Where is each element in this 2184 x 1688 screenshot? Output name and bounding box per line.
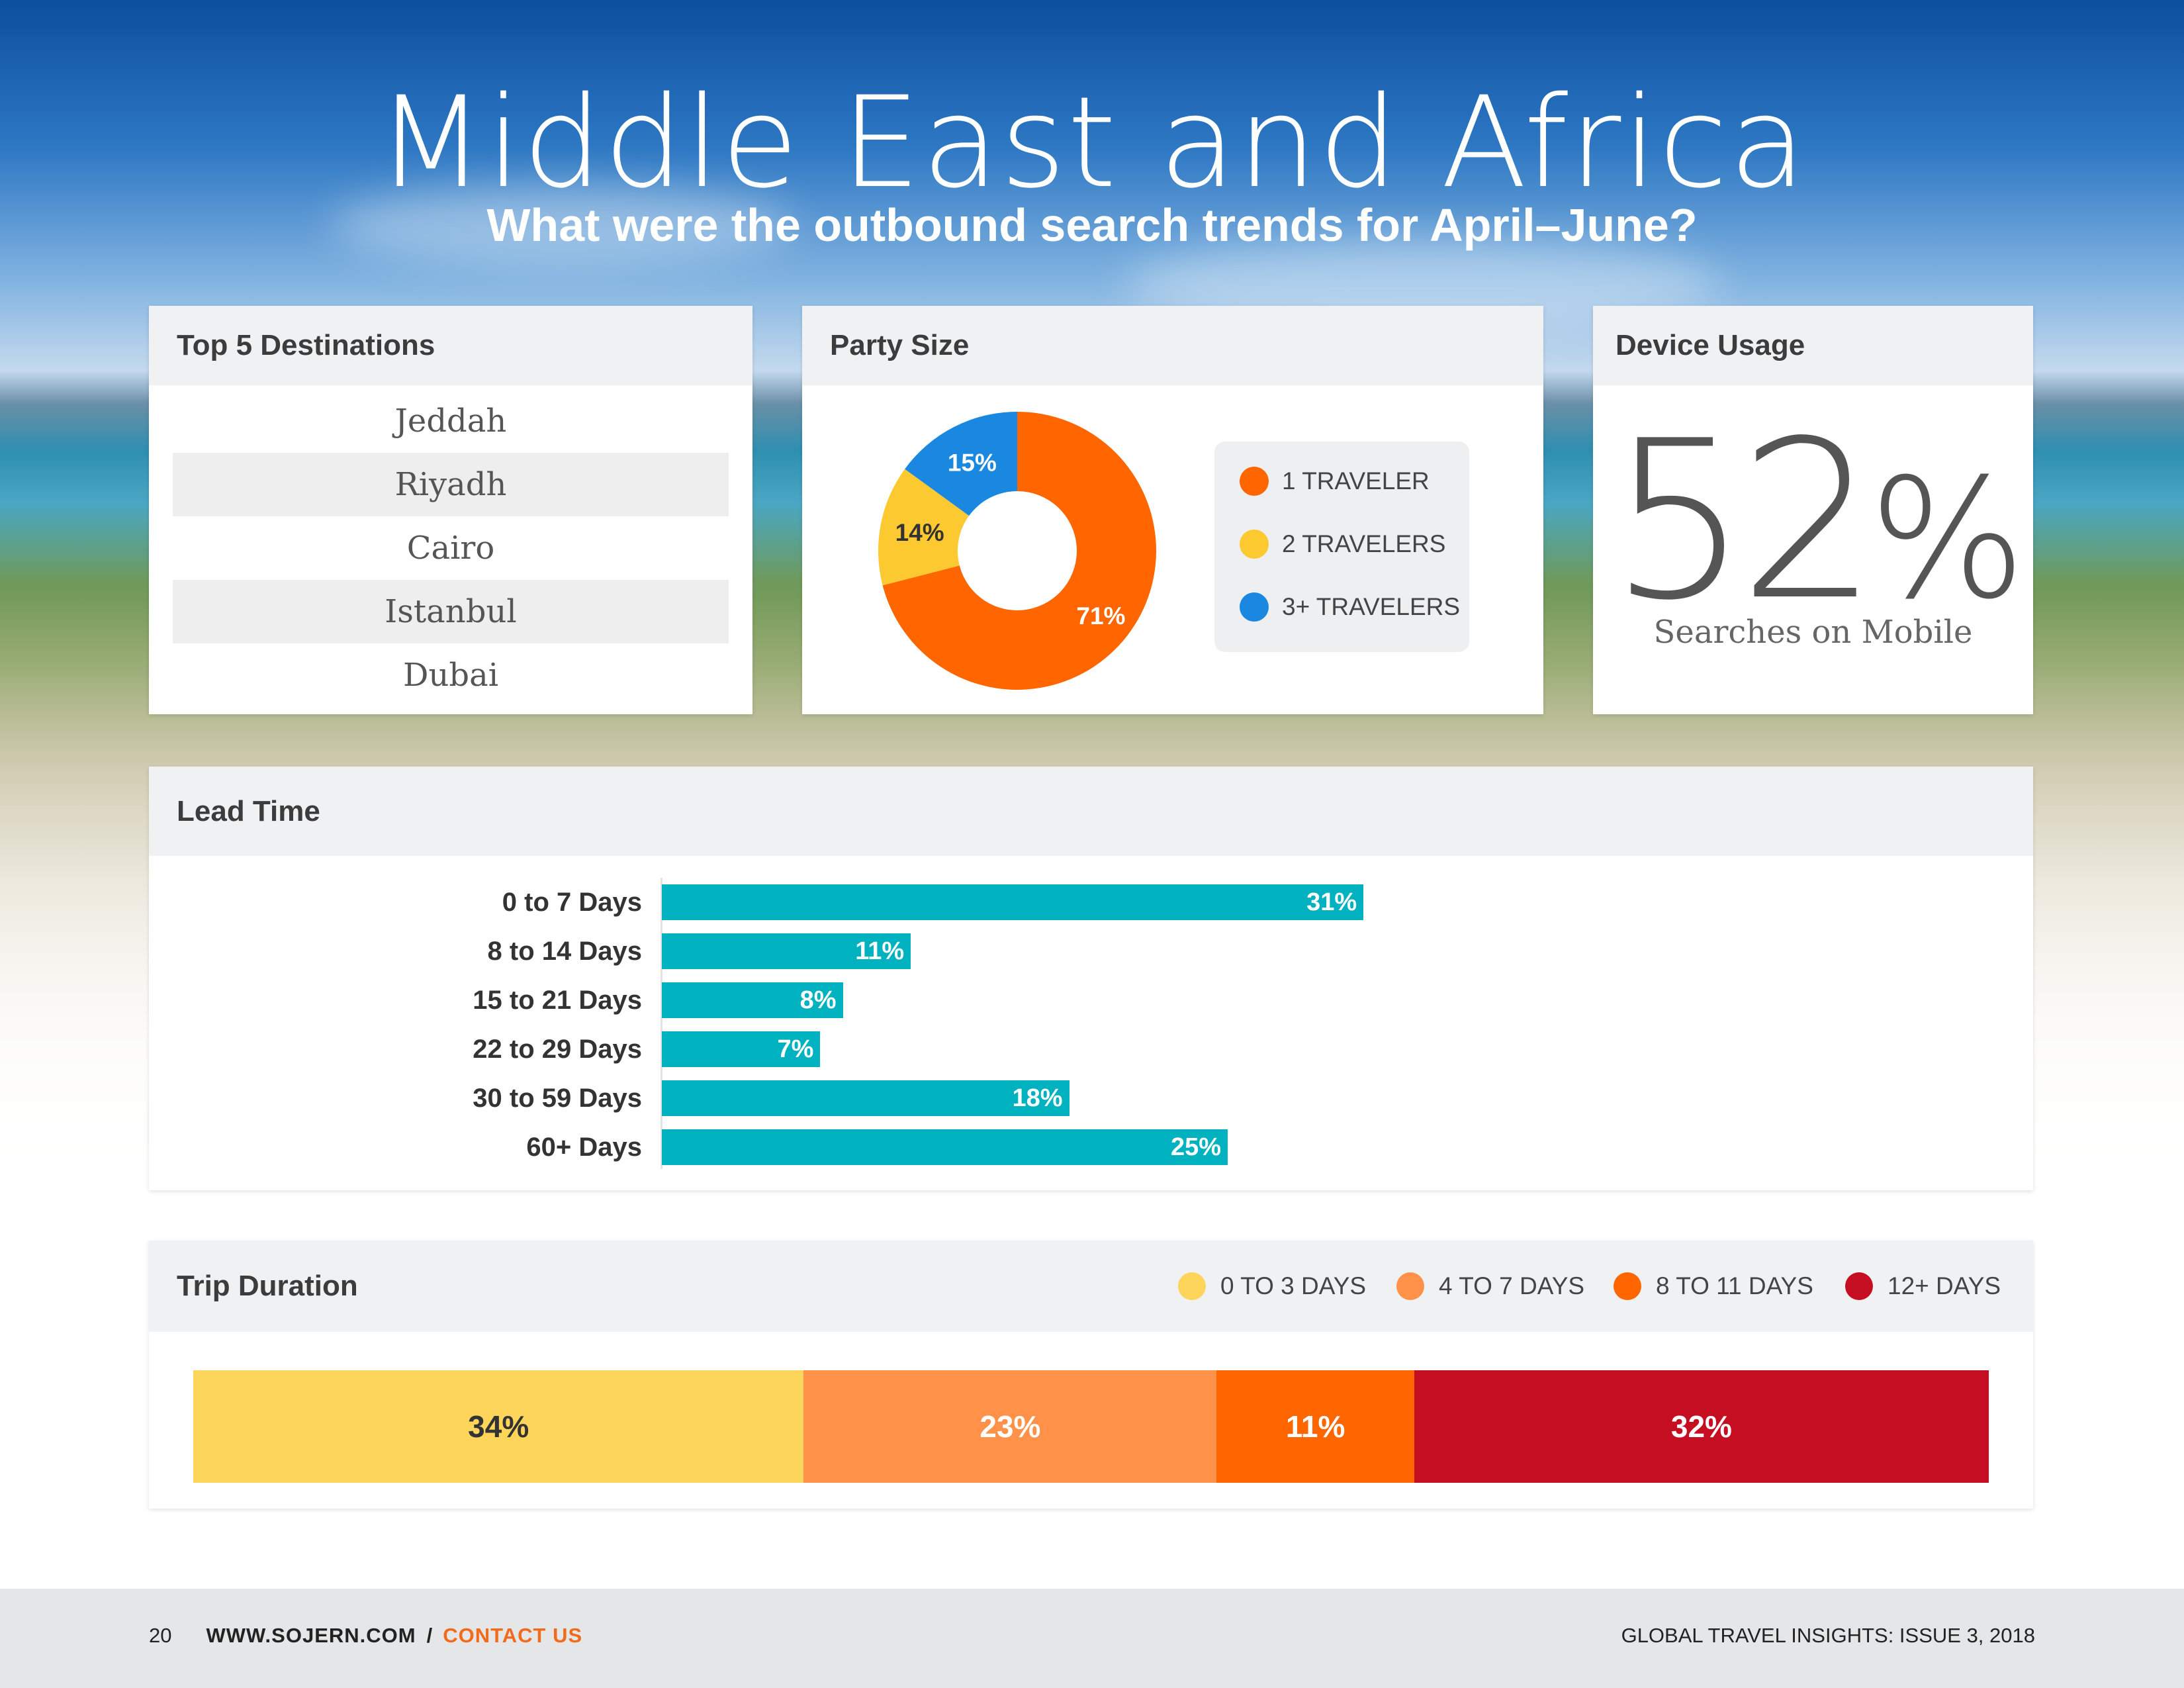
legend-item-2-travelers: 2 TRAVELERS <box>1240 530 1445 559</box>
publication-info: GLOBAL TRAVEL INSIGHTS: ISSUE 3, 2018 <box>1621 1624 2035 1647</box>
legend-dot-yellow <box>1240 530 1269 559</box>
lead-time-title: Lead Time <box>177 794 320 827</box>
lead-time-card: Lead Time 0 to 7 Days 31% 8 to 14 Days 11% 1… <box>149 767 2033 1190</box>
destination-item: Istanbul <box>173 580 729 643</box>
party-size-header: Party Size <box>802 306 1543 385</box>
device-usage-title: Device Usage <box>1615 329 1805 361</box>
device-usage-header: Device Usage <box>1593 306 2033 385</box>
page-title: Middle East and Africa <box>376 70 1808 216</box>
legend-label: 3+ TRAVELERS <box>1282 593 1461 620</box>
lead-time-bar: 7% <box>662 1031 821 1067</box>
lead-time-header: Lead Time <box>149 767 2033 856</box>
footer-separator: / <box>426 1624 433 1647</box>
trip-duration-card: Trip Duration 0 TO 3 DAYS 4 TO 7 DAYS 8 TO… <box>149 1241 2033 1509</box>
legend-dot-orange <box>1240 467 1269 496</box>
device-usage-card: Device Usage 52% Searches on Mobile <box>1593 306 2033 714</box>
lead-time-category-label: 22 to 29 Days <box>473 1035 642 1064</box>
mobile-percentage: 52% <box>1593 412 2033 630</box>
lead-time-bar-label: 31% <box>1306 888 1357 916</box>
lead-time-category-label: 60+ Days <box>526 1133 642 1162</box>
destinations-card: Top 5 Destinations Jeddah Riyadh Cairo I… <box>149 306 752 714</box>
party-size-donut-chart: 71% 14% 15% <box>878 412 1156 690</box>
destination-item: Riyadh <box>173 453 729 516</box>
lead-time-category-label: 0 to 7 Days <box>502 888 642 917</box>
slice-2-travelers <box>878 469 970 586</box>
legend-label: 12+ DAYS <box>1888 1272 2001 1299</box>
slice-data-label: 15% <box>948 449 997 476</box>
legend-dot <box>1396 1272 1424 1300</box>
destination-item: Dubai <box>402 657 499 694</box>
destination-item: Jeddah <box>394 402 507 440</box>
trip-duration-legend-item: 0 TO 3 DAYS <box>1178 1241 1366 1332</box>
page-subtitle: What were the outbound search trends for… <box>486 199 1698 251</box>
legend-label: 0 TO 3 DAYS <box>1220 1272 1367 1299</box>
party-size-title: Party Size <box>830 329 970 361</box>
lead-time-bar-label: 8% <box>799 986 837 1014</box>
lead-time-axis <box>660 878 662 1169</box>
trip-duration-header: Trip Duration <box>149 1241 2033 1332</box>
legend-dot-blue <box>1240 592 1269 622</box>
trip-duration-legend-item: 8 TO 11 DAYS <box>1614 1241 1813 1332</box>
lead-time-bar-label: 11% <box>855 937 905 965</box>
lead-time-bar: 18% <box>662 1080 1069 1116</box>
slice-1-traveler <box>882 412 1156 690</box>
legend-dot <box>1614 1272 1641 1300</box>
destination-item: Cairo <box>406 530 495 567</box>
trip-duration-title: Trip Duration <box>177 1270 358 1302</box>
trip-duration-legend-item: 4 TO 7 DAYS <box>1396 1241 1584 1332</box>
background-cloud <box>331 185 794 265</box>
trip-duration-segment: 34% <box>193 1370 804 1483</box>
page-footer: 20 WWW.SOJERN.COM / CONTACT US GLOBAL TR… <box>0 1589 2184 1688</box>
lead-time-bar: 31% <box>662 884 1364 920</box>
lead-time-bar: 8% <box>662 982 843 1018</box>
legend-dot <box>1845 1272 1873 1300</box>
legend-dot <box>1178 1272 1206 1300</box>
legend-label: 8 TO 11 DAYS <box>1656 1272 1813 1299</box>
legend-label: 2 TRAVELERS <box>1282 530 1446 557</box>
legend-item-3-plus-travelers: 3+ TRAVELERS <box>1240 592 1460 622</box>
party-size-card: Party Size 71% 14% 15% 1 TRAVELER 2 TRAVEL… <box>802 306 1543 714</box>
trip-duration-segment: 23% <box>803 1370 1217 1483</box>
legend-item-1-traveler: 1 TRAVELER <box>1240 467 1430 496</box>
lead-time-bar: 25% <box>662 1129 1228 1165</box>
mobile-label: Searches on Mobile <box>1653 614 1973 651</box>
trip-duration-segment: 11% <box>1216 1370 1414 1483</box>
lead-time-category-label: 15 to 21 Days <box>473 986 642 1015</box>
destinations-header: Top 5 Destinations <box>149 306 752 385</box>
destinations-title: Top 5 Destinations <box>177 329 435 361</box>
contact-us-link[interactable]: CONTACT US <box>443 1624 583 1647</box>
slice-data-label: 14% <box>895 519 944 546</box>
footer-left: 20 WWW.SOJERN.COM / CONTACT US <box>149 1624 582 1648</box>
lead-time-bar-label: 25% <box>1170 1133 1221 1161</box>
slice-3-plus-travelers <box>905 412 1017 516</box>
legend-label: 4 TO 7 DAYS <box>1439 1272 1585 1299</box>
lead-time-bar-label: 18% <box>1012 1084 1063 1112</box>
trip-duration-segment: 32% <box>1414 1370 1989 1483</box>
website-link[interactable]: WWW.SOJERN.COM <box>206 1624 416 1647</box>
trip-duration-legend-item: 12+ DAYS <box>1845 1241 2001 1332</box>
mobile-percentage-value: 52 <box>1609 394 1878 648</box>
party-size-legend: 1 TRAVELER 2 TRAVELERS 3+ TRAVELERS <box>1214 442 1469 652</box>
slice-data-label: 71% <box>1076 602 1125 630</box>
lead-time-bar-label: 7% <box>777 1035 814 1063</box>
mobile-percentage-unit: % <box>1868 443 2026 635</box>
page-number: 20 <box>149 1624 172 1647</box>
lead-time-bar: 11% <box>662 933 911 969</box>
legend-label: 1 TRAVELER <box>1282 467 1430 494</box>
lead-time-category-label: 8 to 14 Days <box>487 937 642 966</box>
lead-time-category-label: 30 to 59 Days <box>473 1084 642 1113</box>
